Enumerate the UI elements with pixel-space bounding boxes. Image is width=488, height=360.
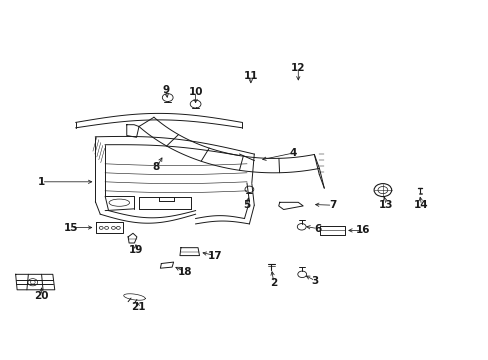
Text: 5: 5 — [243, 200, 250, 210]
Text: 8: 8 — [153, 162, 160, 172]
Text: 20: 20 — [34, 291, 49, 301]
Text: 14: 14 — [413, 200, 428, 210]
Text: 15: 15 — [63, 222, 78, 233]
Text: 11: 11 — [243, 71, 258, 81]
Text: 18: 18 — [177, 267, 192, 277]
Text: 16: 16 — [355, 225, 369, 235]
Text: 10: 10 — [188, 87, 203, 97]
Text: 1: 1 — [38, 177, 45, 187]
Text: 2: 2 — [270, 278, 277, 288]
Text: 12: 12 — [290, 63, 305, 73]
Text: 9: 9 — [163, 85, 169, 95]
Text: 7: 7 — [328, 200, 336, 210]
Text: 3: 3 — [311, 276, 318, 286]
Text: 21: 21 — [130, 302, 145, 312]
Text: 6: 6 — [314, 224, 321, 234]
Text: 17: 17 — [207, 251, 222, 261]
Text: 19: 19 — [128, 245, 143, 255]
Text: 4: 4 — [289, 148, 297, 158]
Text: 13: 13 — [378, 200, 393, 210]
